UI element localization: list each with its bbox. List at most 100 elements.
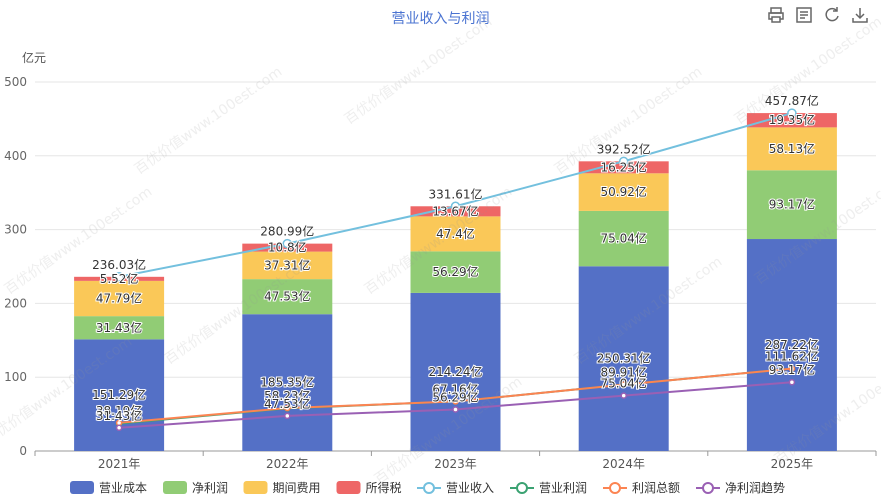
line-layer — [114, 108, 797, 432]
x-tick-label: 2025年 — [771, 457, 814, 471]
legend-item[interactable]: 净利润 — [163, 481, 228, 495]
line-point — [620, 392, 627, 399]
bar-营业成本 — [746, 239, 837, 451]
legend-swatch-point — [423, 482, 435, 494]
y-tick-label: 400 — [4, 149, 27, 163]
bar-期间费用 — [578, 173, 669, 211]
restore-icon[interactable] — [823, 6, 841, 24]
line-data-label: 111.62亿 — [765, 349, 819, 364]
line-data-label: 236.03亿 — [92, 257, 146, 272]
legend-item[interactable]: 净利润趋势 — [696, 481, 785, 495]
legend-label: 营业成本 — [99, 481, 147, 495]
data-view-icon[interactable] — [795, 6, 813, 24]
legend-label: 营业利润 — [539, 481, 587, 495]
line-point — [620, 381, 627, 388]
legend-label: 所得税 — [366, 480, 402, 495]
bar-营业成本 — [242, 314, 333, 451]
x-tick-label: 2024年 — [602, 457, 645, 471]
y-axis-label: 亿元 — [22, 50, 46, 65]
line-data-label: 75.04亿 — [601, 376, 647, 391]
bar-净利润 — [410, 251, 501, 293]
y-tick-label: 0 — [19, 444, 27, 458]
line-data-label: 93.17亿 — [769, 362, 815, 377]
legend-item[interactable]: 营业成本 — [70, 481, 147, 495]
line-point — [115, 424, 123, 432]
legend-item[interactable]: 营业利润 — [510, 481, 587, 495]
bar-data-label: 214.24亿 — [429, 364, 483, 379]
line-data-label: 67.16亿 — [432, 381, 478, 396]
x-tick-label: 2021年 — [98, 457, 141, 471]
bar-data-label: 31.43亿 — [96, 320, 142, 335]
legend-swatch — [243, 481, 268, 494]
line-point — [618, 156, 629, 167]
legend-swatch — [336, 481, 361, 494]
legend-label: 净利润 — [192, 481, 228, 495]
bar-所得税 — [746, 113, 837, 128]
line-data-label: 331.61亿 — [429, 186, 483, 201]
line-point — [788, 365, 796, 372]
bar-所得税 — [410, 206, 501, 217]
print-icon[interactable] — [767, 6, 785, 24]
line-data-label: 38.19亿 — [96, 403, 142, 418]
chart-title: 营业收入与利润 — [391, 11, 490, 27]
bar-期间费用 — [746, 127, 837, 171]
bar-所得税 — [578, 161, 669, 174]
bar-data-label: 47.4亿 — [436, 226, 475, 241]
x-tick-label: 2023年 — [434, 457, 477, 471]
legend-item[interactable]: 所得税 — [336, 480, 402, 495]
bar-layer — [74, 113, 837, 451]
line-point — [284, 412, 291, 420]
x-tick-label: 2022年 — [266, 457, 309, 471]
legend-label: 净利润趋势 — [725, 481, 785, 495]
bar-data-label: 151.29亿 — [92, 387, 146, 402]
bar-净利润 — [578, 210, 669, 267]
legend-label: 利润总额 — [632, 481, 680, 495]
y-tick-label: 200 — [4, 296, 27, 310]
bar-data-label: 16.25亿 — [601, 159, 647, 174]
legend-item[interactable]: 期间费用 — [243, 481, 321, 495]
bar-净利润 — [746, 170, 837, 240]
bar-data-label: 287.22亿 — [765, 337, 819, 352]
legend-label: 期间费用 — [273, 481, 321, 495]
bar-营业成本 — [410, 292, 501, 451]
legend-swatch-point — [702, 482, 714, 494]
bar-净利润 — [242, 279, 333, 315]
bar-data-label: 47.53亿 — [264, 289, 310, 304]
legend-item[interactable]: 利润总额 — [603, 481, 680, 495]
legend-item[interactable]: 营业收入 — [417, 481, 494, 495]
bar-data-label: 19.35亿 — [769, 112, 815, 127]
line-data-label: 31.43亿 — [96, 408, 142, 423]
bar-data-label: 56.29亿 — [432, 264, 478, 279]
line-data-label: 457.87亿 — [765, 93, 819, 108]
download-icon[interactable] — [851, 6, 869, 24]
bar-营业成本 — [578, 266, 669, 451]
legend-swatch — [163, 481, 187, 494]
bar-data-label: 75.04亿 — [601, 231, 647, 246]
legend-swatch — [70, 481, 94, 494]
line-point — [114, 272, 124, 282]
line-data-label: 47.53亿 — [264, 396, 310, 411]
line-point — [788, 378, 796, 386]
bar-data-label: 13.67亿 — [432, 203, 478, 218]
legend-label: 营业收入 — [446, 481, 494, 495]
legend-layer: 营业成本 净利润 期间费用 所得税 营业收入 营业利润 利润总额 净利润趋势 — [70, 480, 785, 495]
line-data-label: 58.23亿 — [264, 388, 310, 403]
line-point — [282, 238, 293, 249]
bar-期间费用 — [74, 280, 165, 317]
bar-data-label: 185.35亿 — [260, 375, 314, 390]
bar-data-label: 58.13亿 — [769, 141, 815, 156]
bar-营业成本 — [74, 339, 165, 451]
line-point — [450, 201, 461, 212]
bar-data-label: 10.8亿 — [268, 240, 307, 255]
bar-data-label: 93.17亿 — [769, 197, 815, 212]
axis-layer: 亿元 0 100 200 300 400 500 2021年 2022年 2023年 2024年 20… — [4, 50, 877, 471]
bar-data-label: 5.52亿 — [100, 271, 139, 286]
y-tick-label: 300 — [4, 223, 27, 237]
bar-data-label: 37.31亿 — [264, 257, 310, 272]
legend-swatch-point — [516, 482, 528, 494]
line-point — [452, 406, 459, 413]
line-data-label: 89.91亿 — [601, 365, 647, 380]
y-tick-label: 100 — [4, 370, 27, 384]
bar-期间费用 — [242, 251, 333, 280]
chart-toolbar — [767, 6, 869, 24]
